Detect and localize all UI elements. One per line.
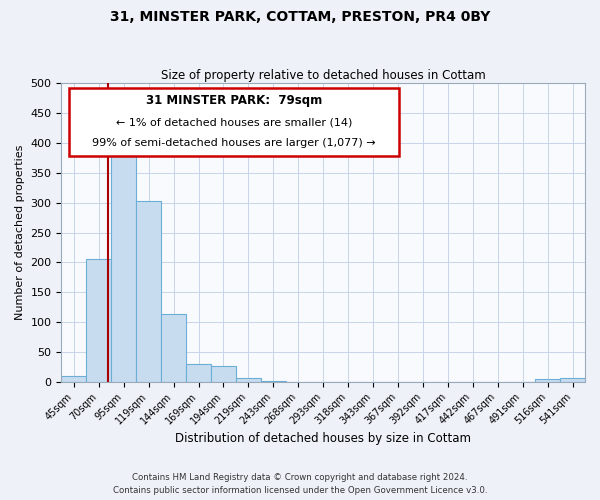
Bar xyxy=(211,366,236,382)
Text: ← 1% of detached houses are smaller (14): ← 1% of detached houses are smaller (14) xyxy=(116,117,352,127)
Text: 31, MINSTER PARK, COTTAM, PRESTON, PR4 0BY: 31, MINSTER PARK, COTTAM, PRESTON, PR4 0… xyxy=(110,10,490,24)
Bar xyxy=(86,260,111,382)
Bar xyxy=(186,364,211,382)
X-axis label: Distribution of detached houses by size in Cottam: Distribution of detached houses by size … xyxy=(175,432,471,445)
Bar xyxy=(161,314,186,382)
Title: Size of property relative to detached houses in Cottam: Size of property relative to detached ho… xyxy=(161,69,485,82)
Bar xyxy=(560,378,585,382)
Bar xyxy=(61,376,86,382)
Bar xyxy=(261,380,286,382)
Y-axis label: Number of detached properties: Number of detached properties xyxy=(15,145,25,320)
Bar xyxy=(136,201,161,382)
Bar xyxy=(111,143,136,382)
Bar xyxy=(535,379,560,382)
Bar xyxy=(236,378,261,382)
FancyBboxPatch shape xyxy=(69,88,399,156)
Text: 31 MINSTER PARK:  79sqm: 31 MINSTER PARK: 79sqm xyxy=(146,94,322,108)
Text: Contains HM Land Registry data © Crown copyright and database right 2024.
Contai: Contains HM Land Registry data © Crown c… xyxy=(113,474,487,495)
Text: 99% of semi-detached houses are larger (1,077) →: 99% of semi-detached houses are larger (… xyxy=(92,138,376,148)
